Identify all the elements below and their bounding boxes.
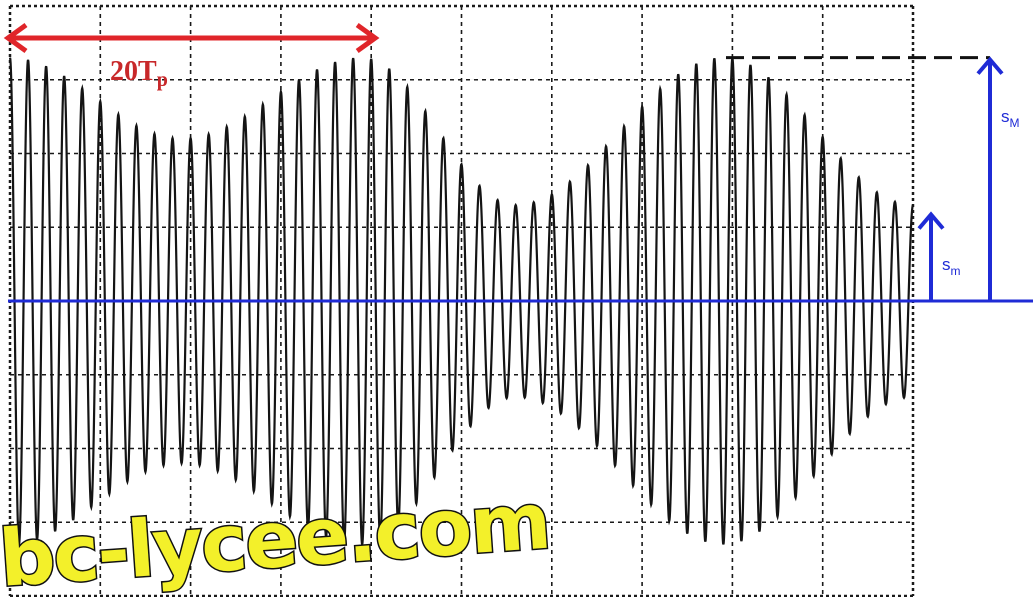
signal-series (8, 57, 914, 545)
grid (8, 4, 915, 597)
period-arrow-right-head (355, 22, 380, 54)
am-signal-trace (8, 57, 914, 545)
smax-label-main: s (1001, 107, 1010, 126)
period-label-sub: p (157, 69, 168, 91)
smax-label: sM (1001, 107, 1020, 130)
period-label-main: 20T (110, 56, 157, 87)
smin-label: sm (942, 255, 961, 278)
smin-label-sub: m (951, 264, 961, 278)
smin-label-main: s (942, 255, 951, 274)
smax-label-sub: M (1010, 116, 1020, 130)
smax-annotation: sM (726, 56, 1020, 301)
smin-annotation: sm (917, 211, 961, 301)
period-annotation: 20Tp (3, 22, 380, 91)
watermark: bc-lycee.com (0, 477, 552, 597)
smin-arrow-head (917, 211, 945, 230)
period-arrow-left-head (3, 22, 28, 54)
smax-arrow-head (976, 56, 1004, 75)
period-label: 20Tp (110, 56, 168, 91)
